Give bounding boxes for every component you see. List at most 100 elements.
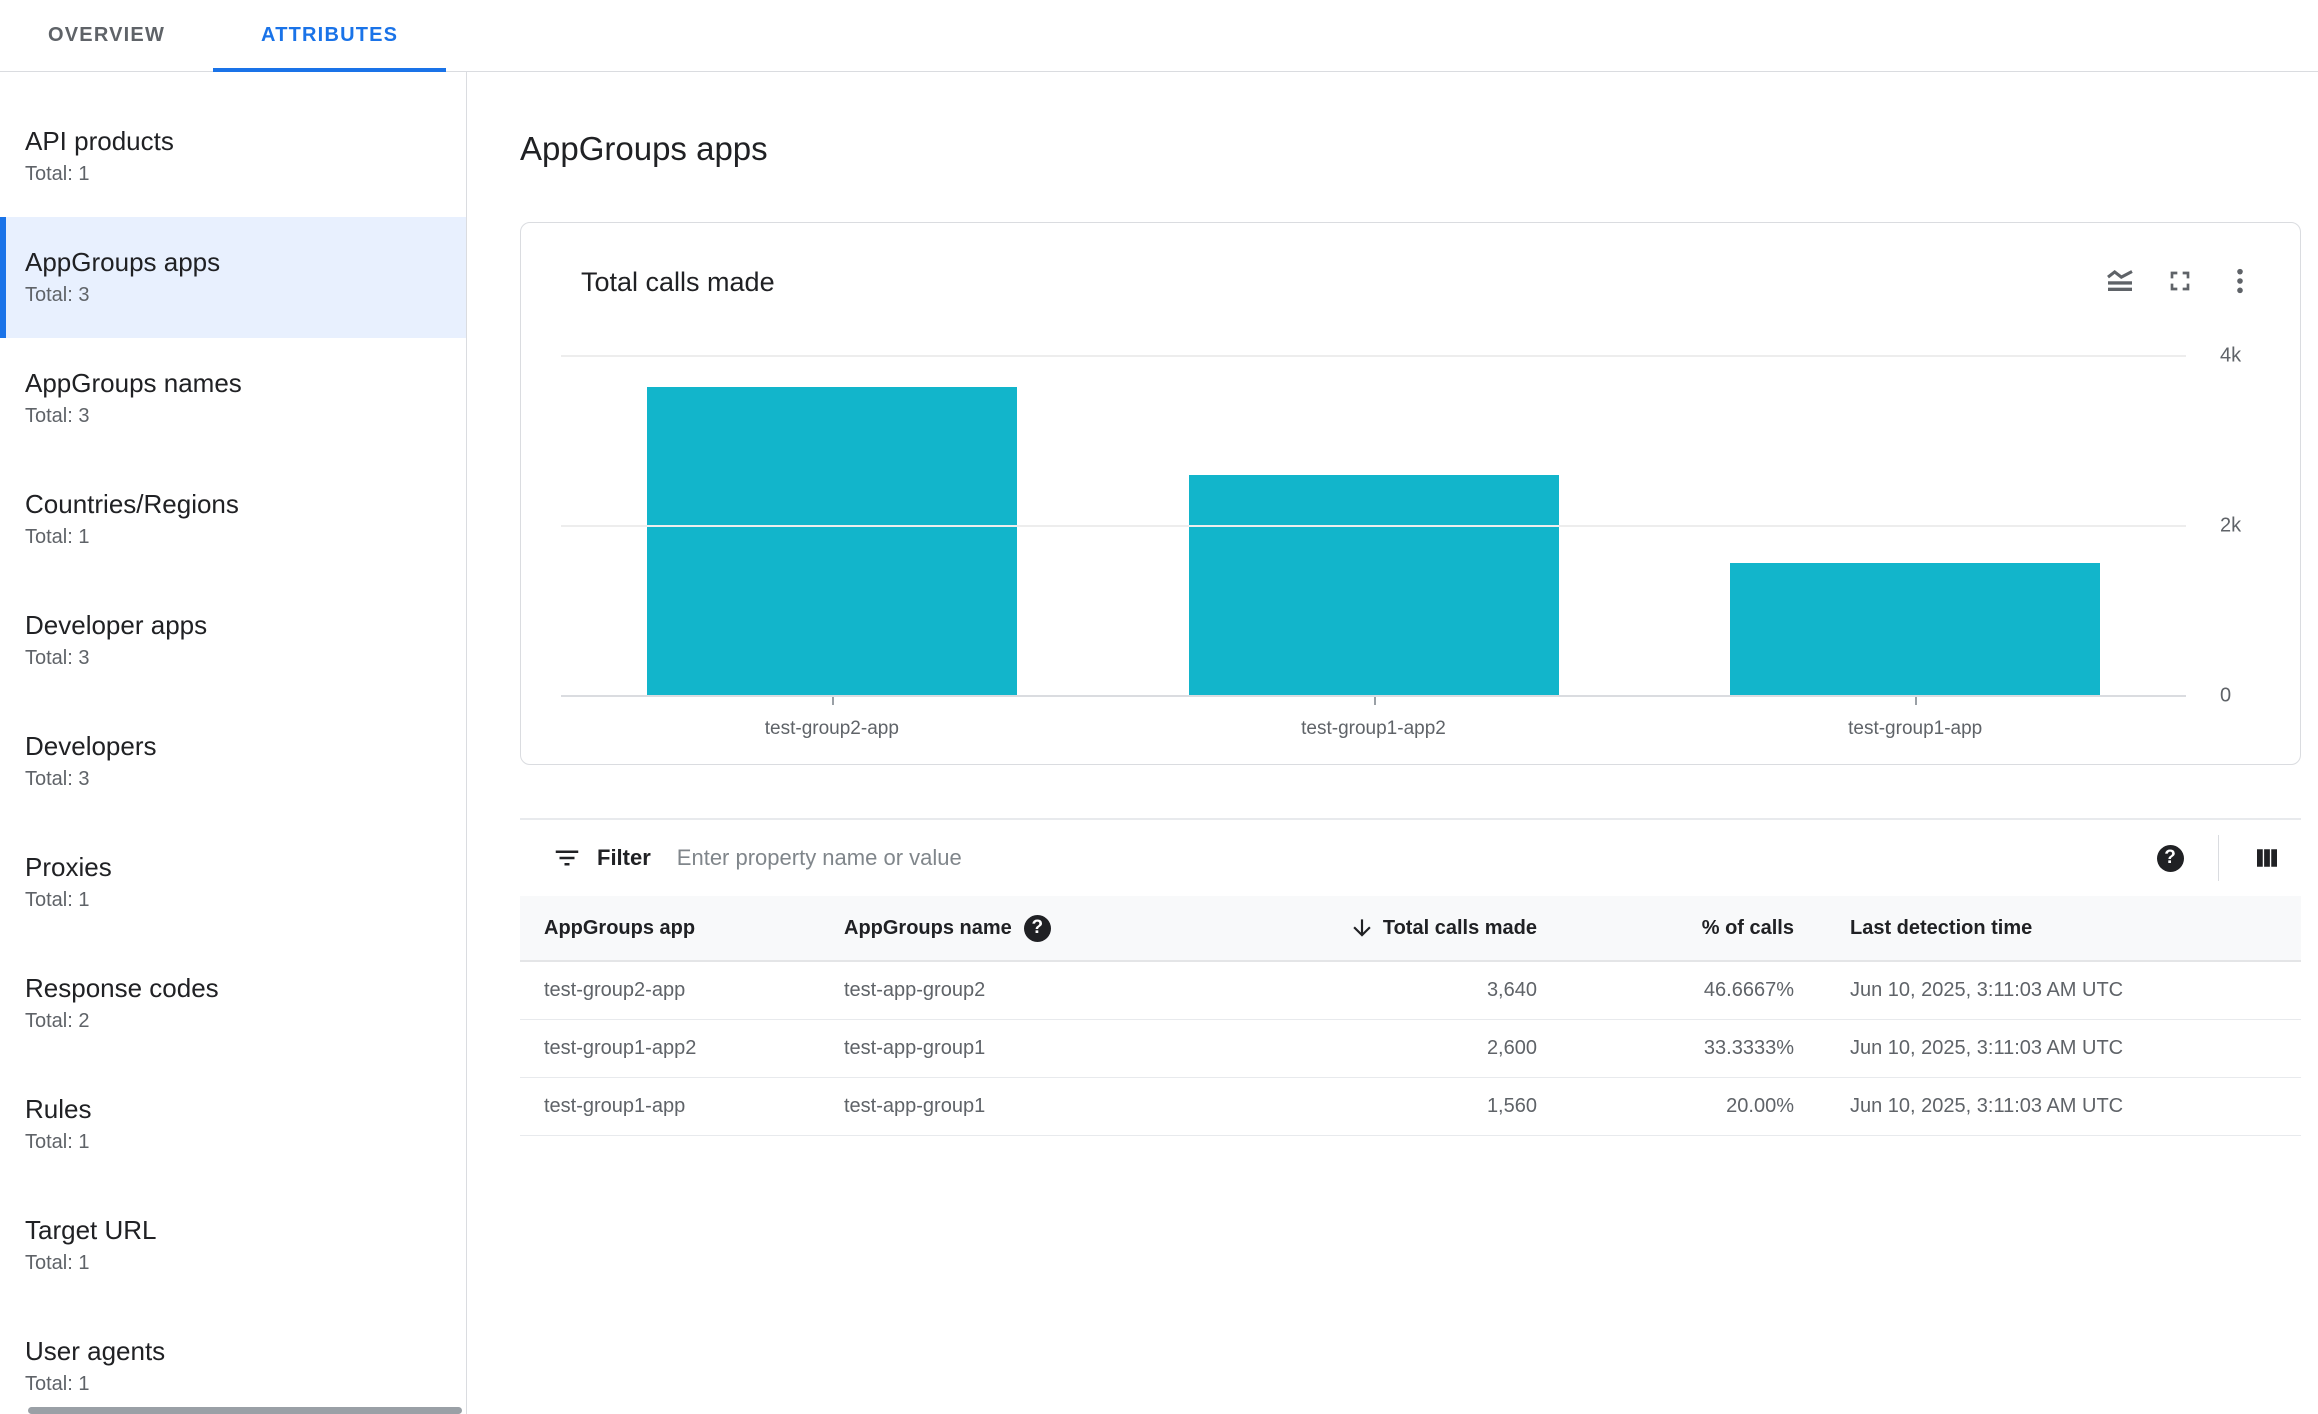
col-header-total-calls[interactable]: Total calls made — [1306, 915, 1537, 941]
sidebar-horizontal-scrollbar[interactable] — [28, 1407, 462, 1414]
sidebar-item-total: Total: 1 — [25, 163, 90, 186]
x-axis-tick — [831, 696, 834, 705]
filter-list-icon — [552, 843, 582, 873]
section-divider — [520, 818, 2301, 820]
x-axis-tick — [1373, 696, 1376, 705]
cell-appgroups-app: test-group1-app — [544, 1095, 686, 1117]
page-title: AppGroups apps — [520, 130, 768, 167]
col-header-pct-calls[interactable]: % of calls — [1701, 916, 1794, 939]
cell-appgroups-name: test-app-group2 — [844, 979, 986, 1001]
bar-chart: test-group2-app test-group1-app2 test-grou… — [561, 345, 2241, 739]
sidebar-item-total: Total: 3 — [25, 284, 90, 307]
cell-pct-calls: 46.6667% — [1703, 979, 1794, 1001]
bar-chart-plot: test-group2-app test-group1-app2 test-grou… — [561, 356, 2186, 739]
y-axis-tick-label: 0 — [2220, 684, 2232, 707]
sidebar-item-total: Total: 3 — [25, 768, 90, 791]
sidebar-item-appgroups-apps[interactable]: AppGroups apps Total: 3 — [0, 217, 466, 338]
y-axis-tick-label: 4k — [2220, 344, 2242, 367]
filter-input[interactable] — [674, 844, 2148, 872]
sidebar-item-label: Countries/Regions — [25, 488, 239, 519]
sidebar-item-total: Total: 2 — [25, 1010, 90, 1033]
x-axis-category-label: test-group1-app — [1848, 718, 1983, 739]
x-axis-tick — [1915, 696, 1918, 705]
sidebar-item-rules[interactable]: Rules Total: 1 — [0, 1064, 466, 1185]
chart-card-actions — [2098, 259, 2262, 303]
table-row[interactable]: test-group1-app2 test-app-group1 2,600 33.3… — [520, 1020, 2301, 1078]
cell-last-detection-time: Jun 10, 2025, 3:11:03 AM UTC — [1850, 1095, 2124, 1117]
sidebar-item-label: Target URL — [25, 1214, 157, 1245]
chart-title: Total calls made — [581, 267, 775, 297]
gridline — [561, 355, 2186, 357]
col-header-appgroups-app[interactable]: AppGroups app — [544, 916, 696, 939]
cell-appgroups-name: test-app-group1 — [844, 1037, 986, 1059]
cell-total-calls: 2,600 — [1486, 1037, 1537, 1059]
sidebar-item-label: AppGroups names — [25, 367, 242, 398]
table-row[interactable]: test-group2-app test-app-group2 3,640 46.66… — [520, 962, 2301, 1020]
bar-band: test-group1-app — [1644, 356, 2186, 739]
filter-bar: Filter ? — [520, 820, 2301, 896]
more-vert-icon[interactable] — [2218, 259, 2262, 303]
cell-appgroups-name: test-app-group1 — [844, 1095, 986, 1117]
table-body: test-group2-app test-app-group2 3,640 46.66… — [520, 962, 2301, 1136]
tab-overview[interactable]: OVERVIEW — [48, 24, 166, 46]
sidebar-item-label: Developer apps — [25, 609, 208, 640]
cell-total-calls: 1,560 — [1486, 1095, 1537, 1117]
table-header-row: AppGroups app AppGroups name ? Total cal… — [520, 896, 2301, 962]
gridline — [561, 525, 2186, 527]
table-row[interactable]: test-group1-app test-app-group1 1,560 20.00… — [520, 1078, 2301, 1136]
cell-total-calls: 3,640 — [1486, 979, 1537, 1001]
sidebar-item-label: Rules — [25, 1093, 92, 1124]
cell-last-detection-time: Jun 10, 2025, 3:11:03 AM UTC — [1850, 979, 2124, 1001]
filter-label: Filter — [597, 845, 651, 870]
fullscreen-icon[interactable] — [2158, 259, 2202, 303]
cell-pct-calls: 20.00% — [1726, 1095, 1794, 1117]
cell-appgroups-app: test-group1-app2 — [544, 1037, 697, 1059]
bar-test-group1-app2[interactable] — [1188, 475, 1559, 696]
sidebar-item-label: User agents — [25, 1335, 166, 1366]
view-columns-icon[interactable] — [2245, 836, 2289, 880]
sidebar-item-proxies[interactable]: Proxies Total: 1 — [0, 822, 466, 943]
bar-band: test-group2-app — [561, 356, 1103, 739]
cell-appgroups-app: test-group2-app — [544, 979, 686, 1001]
col-header-last-detection[interactable]: Last detection time — [1850, 916, 2033, 939]
sidebar-item-label: AppGroups apps — [25, 246, 221, 277]
sidebar-item-countries-regions[interactable]: Countries/Regions Total: 1 — [0, 459, 466, 580]
sidebar-item-total: Total: 1 — [25, 889, 90, 912]
sidebar-item-label: Response codes — [25, 972, 219, 1003]
column-help-icon[interactable]: ? — [1023, 914, 1051, 942]
sidebar-item-response-codes[interactable]: Response codes Total: 2 — [0, 943, 466, 1064]
sidebar-item-total: Total: 1 — [25, 1252, 90, 1275]
sidebar-item-appgroups-names[interactable]: AppGroups names Total: 3 — [0, 338, 466, 459]
attributes-sidebar: API products Total: 1 AppGroups apps Total:… — [0, 72, 467, 1414]
x-axis-category-label: test-group2-app — [764, 718, 899, 739]
sidebar-item-developer-apps[interactable]: Developer apps Total: 3 — [0, 580, 466, 701]
col-header-appgroups-name[interactable]: AppGroups name ? — [844, 914, 1306, 942]
tab-attributes[interactable]: ATTRIBUTES — [213, 0, 447, 72]
sidebar-item-developers[interactable]: Developers Total: 3 — [0, 701, 466, 822]
sidebar-item-label: API products — [25, 125, 174, 156]
appgroups-table: AppGroups app AppGroups name ? Total cal… — [520, 896, 2301, 1136]
gridline — [561, 695, 2186, 697]
sidebar-item-total: Total: 3 — [25, 405, 90, 428]
bar-test-group1-app[interactable] — [1730, 563, 2101, 696]
sidebar-item-label: Developers — [25, 730, 157, 761]
bar-test-group2-app[interactable] — [646, 386, 1017, 696]
sidebar-item-target-url[interactable]: Target URL Total: 1 — [0, 1185, 466, 1306]
filter-bar-divider — [2218, 835, 2219, 881]
sort-desc-icon — [1349, 915, 1375, 941]
main-content: AppGroups apps Total calls made — [468, 72, 2318, 1414]
sidebar-item-total: Total: 1 — [25, 1373, 90, 1396]
sidebar-item-total: Total: 1 — [25, 526, 90, 549]
area-chart-icon[interactable] — [2098, 259, 2142, 303]
bar-band: test-group1-app2 — [1103, 356, 1645, 739]
help-icon[interactable]: ? — [2148, 836, 2192, 880]
y-axis-tick-label: 2k — [2220, 514, 2242, 537]
sidebar-item-total: Total: 3 — [25, 647, 90, 670]
sidebar-item-api-products[interactable]: API products Total: 1 — [0, 96, 466, 217]
tab-bar: OVERVIEW ATTRIBUTES — [0, 0, 2318, 72]
chart-card: Total calls made — [520, 222, 2301, 765]
cell-last-detection-time: Jun 10, 2025, 3:11:03 AM UTC — [1850, 1037, 2124, 1059]
sidebar-item-label: Proxies — [25, 851, 112, 882]
sidebar-item-user-agents[interactable]: User agents Total: 1 — [0, 1306, 466, 1414]
x-axis-category-label: test-group1-app2 — [1301, 718, 1446, 739]
